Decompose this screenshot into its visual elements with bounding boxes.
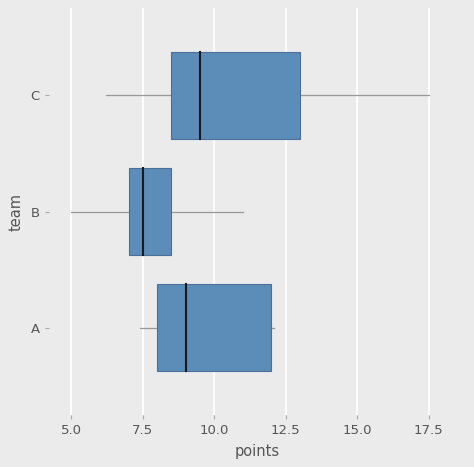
- Y-axis label: team: team: [9, 192, 23, 231]
- Bar: [157, 284, 272, 371]
- Bar: [128, 168, 172, 255]
- Bar: [172, 52, 300, 139]
- X-axis label: points: points: [235, 444, 280, 459]
